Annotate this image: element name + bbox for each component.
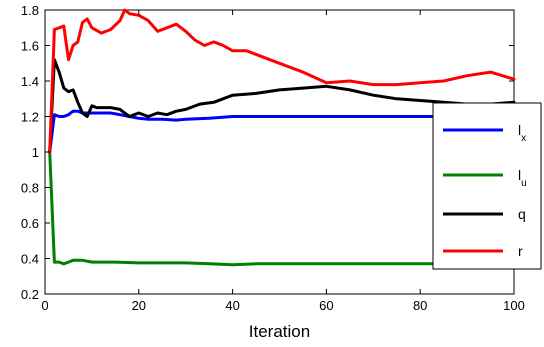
legend: lx lu q r [432,102,542,270]
legend-label-subscript: u [521,178,527,189]
y-tick-label: 1.4 [21,74,39,89]
x-tick-label: 40 [225,298,239,313]
series-line-r [48,8,516,154]
y-tick-label: 1.2 [21,110,39,125]
y-tick-label: 0.4 [21,252,39,267]
series-line-l-u [48,150,516,267]
axes: 0 20 40 60 80 100 0.2 0.4 0.6 0.8 1 1.2 1.4 1.6 1.8 [21,3,525,313]
legend-label: q [518,206,526,222]
y-tick-label: 0.8 [21,181,39,196]
series-line-q [48,58,516,154]
legend-label-subscript: x [521,133,526,144]
y-tick-label: 1.8 [21,3,39,18]
y-tick-label: 0.2 [21,287,39,302]
y-tick-label: 1.6 [21,39,39,54]
x-tick-label: 100 [503,298,525,313]
x-axis-title: Iteration [249,322,310,341]
x-tick-label: 60 [319,298,333,313]
x-tick-label: 0 [41,298,48,313]
x-tick-label: 80 [413,298,427,313]
legend-label: r [518,243,523,259]
legend-label: lx [518,122,526,144]
y-tick-label: 0.6 [21,216,39,231]
y-tick-label: 1 [32,145,39,160]
x-tick-label: 20 [132,298,146,313]
legend-label: lu [518,167,527,189]
series-line-l-x [48,109,516,154]
series-group [48,8,516,267]
